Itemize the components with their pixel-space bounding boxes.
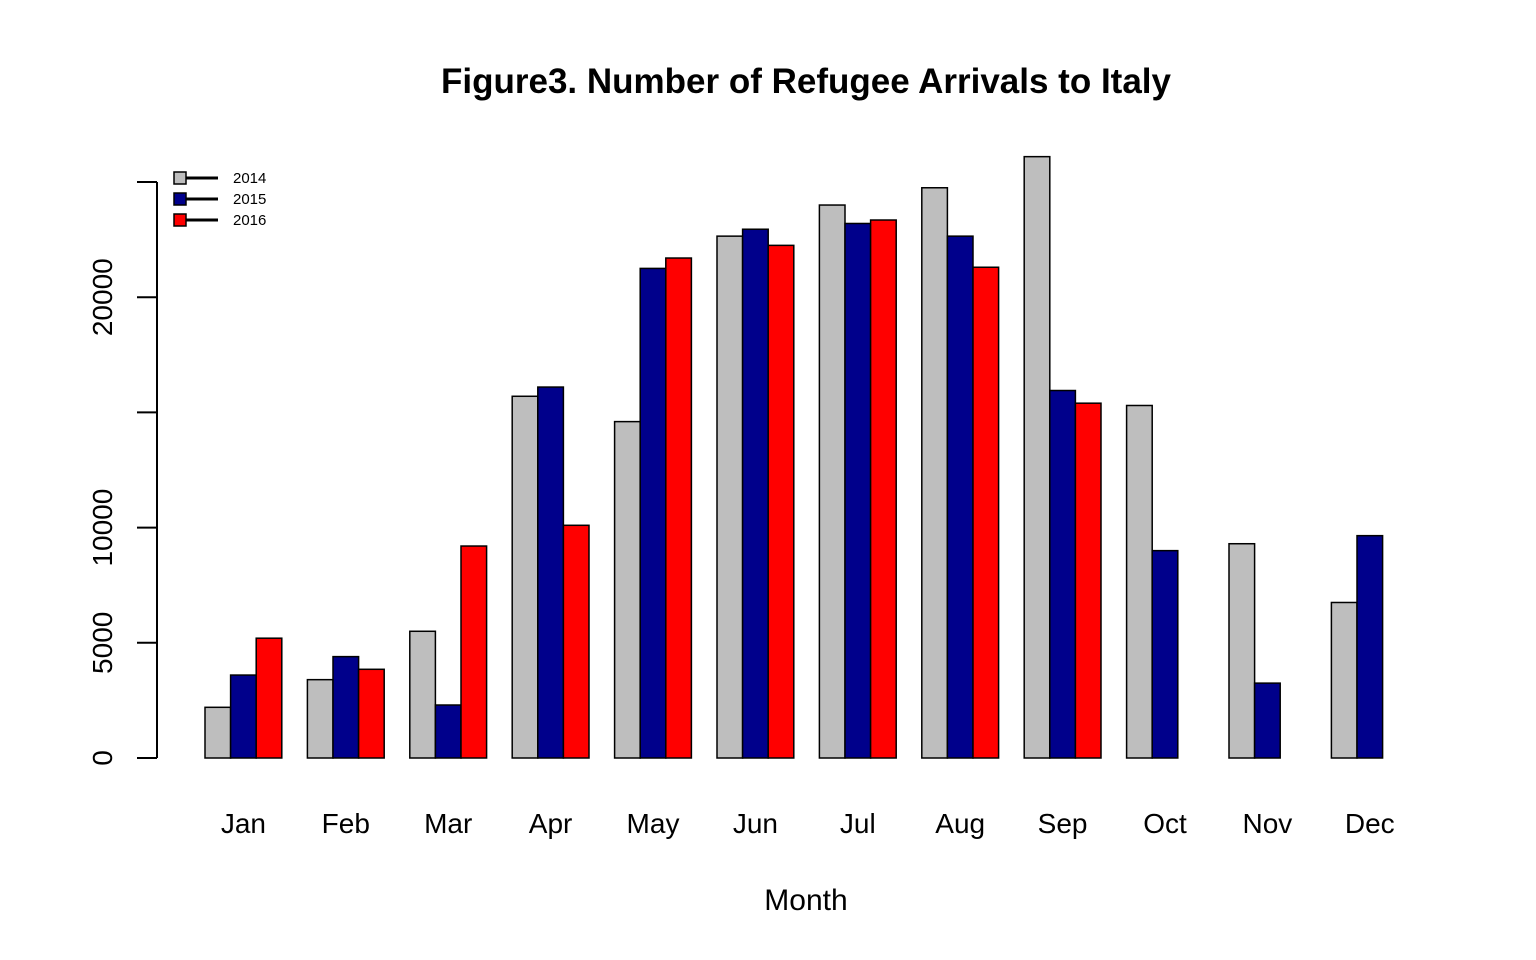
- bar-sep-2014: [1023, 155, 1051, 759]
- bar-mar-2014: [409, 630, 437, 759]
- bar-aug-2016: [972, 266, 1000, 759]
- bar-jun-2015: [741, 228, 769, 759]
- bar-feb-2014: [306, 678, 334, 759]
- bar-mar-2015: [434, 704, 462, 759]
- y-tick-label: 10000: [87, 489, 118, 567]
- bar-jun-2014: [716, 235, 744, 759]
- bar-dec-2015: [1356, 534, 1384, 759]
- bar-jul-2016: [869, 219, 897, 759]
- x-tick-label: Aug: [935, 808, 985, 839]
- y-axis: 0 5000 10000 20000: [87, 181, 158, 766]
- legend-swatch-2016: [173, 213, 187, 227]
- y-tick-label: 20000: [87, 258, 118, 336]
- x-tick-label: Nov: [1243, 808, 1293, 839]
- bar-jun-2016: [767, 244, 795, 759]
- legend-label-2014: 2014: [233, 170, 266, 187]
- bar-dec-2014: [1330, 601, 1358, 759]
- bar-jan-2014: [204, 706, 232, 759]
- bar-may-2016: [665, 257, 693, 759]
- bar-nov-2015: [1253, 682, 1281, 759]
- bar-feb-2015: [332, 655, 360, 759]
- x-tick-labels: Jan Feb Mar Apr May Jun Jul Aug Sep Oct Nov Dec: [221, 808, 1395, 839]
- bar-mar-2016: [460, 545, 488, 759]
- x-tick-label: Feb: [322, 808, 370, 839]
- bar-sep-2015: [1049, 389, 1077, 759]
- bar-jan-2016: [255, 637, 283, 759]
- legend-label-2015: 2015: [233, 191, 266, 208]
- x-tick-label: Sep: [1038, 808, 1088, 839]
- bar-jan-2015: [229, 674, 257, 759]
- x-axis-label: Month: [764, 884, 847, 917]
- bar-apr-2016: [562, 524, 590, 759]
- x-tick-label: Apr: [529, 808, 573, 839]
- bar-oct-2015: [1151, 549, 1179, 759]
- x-tick-label: Jun: [733, 808, 778, 839]
- bar-oct-2014: [1125, 404, 1153, 759]
- y-tick-label: 5000: [87, 612, 118, 674]
- x-tick-label: May: [627, 808, 680, 839]
- bar-aug-2015: [946, 235, 974, 759]
- chart-title: Figure3. Number of Refugee Arrivals to I…: [441, 62, 1172, 101]
- x-tick-label: Jan: [221, 808, 266, 839]
- x-tick-label: Mar: [424, 808, 472, 839]
- bar-jul-2015: [844, 222, 872, 759]
- x-tick-label: Oct: [1143, 808, 1187, 839]
- legend: 2014 2015 2016: [173, 170, 266, 229]
- bar-may-2014: [613, 420, 641, 759]
- legend-swatch-2014: [173, 171, 187, 185]
- bar-aug-2014: [921, 187, 949, 759]
- x-tick-label: Dec: [1345, 808, 1395, 839]
- bar-apr-2015: [537, 386, 565, 759]
- bar-apr-2014: [511, 395, 539, 759]
- y-tick-label: 0: [87, 750, 118, 766]
- x-tick-label: Jul: [840, 808, 876, 839]
- legend-swatch-2015: [173, 192, 187, 206]
- bar-sep-2016: [1074, 402, 1102, 759]
- bar-nov-2014: [1228, 542, 1256, 759]
- bars: [204, 155, 1384, 759]
- bar-feb-2016: [357, 668, 385, 759]
- legend-label-2016: 2016: [233, 212, 266, 229]
- bar-may-2015: [639, 267, 667, 759]
- bar-jul-2014: [818, 204, 846, 759]
